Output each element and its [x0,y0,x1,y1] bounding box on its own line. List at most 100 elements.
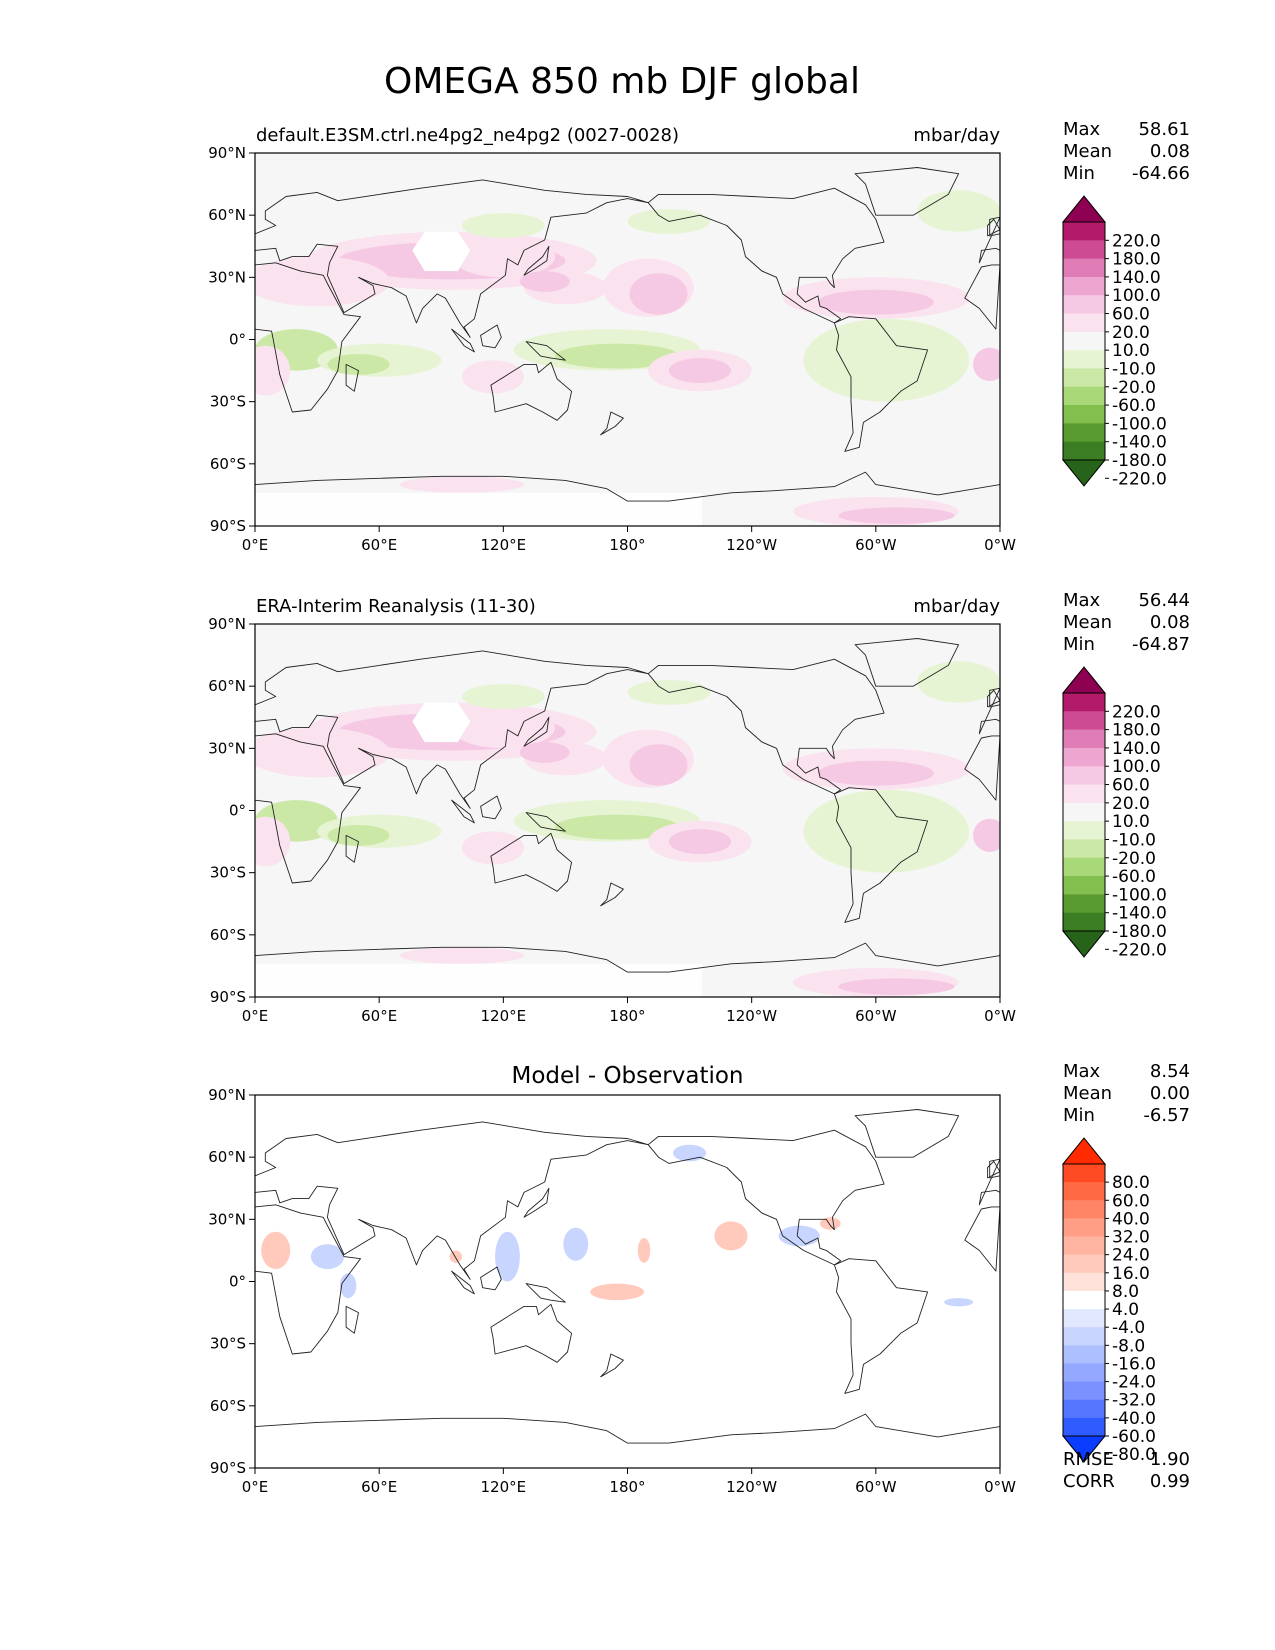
coastline-borneo [480,795,502,820]
field-region [944,1298,974,1307]
field-region [261,1231,291,1270]
colorbar-band [1063,1399,1105,1419]
stat-label: RMSE [1063,1449,1114,1470]
coastline-new-guinea [525,341,566,361]
coastline-nz [600,882,624,907]
colorbar-band [1063,1164,1105,1183]
colorbar-level-label: -220.0 [1112,940,1167,960]
colorbar-level-label: 60.0 [1112,1191,1150,1211]
panel-title: default.E3SM.ctrl.ne4pg2_ne4pg2 (0027-00… [256,125,679,146]
field-region [339,1273,357,1299]
coastline-eurasia [255,1121,649,1280]
colorbar-level-label: -180.0 [1112,451,1167,471]
y-tick-label: 0° [229,1273,246,1291]
colorbar-level-label: -60.0 [1112,396,1156,416]
coastline-antarctica [255,471,1000,526]
colorbar-level-label: -20.0 [1112,378,1156,398]
stat-value: 0.08 [1150,612,1190,633]
colorbar-band [1063,894,1105,914]
colorbar-band [1063,222,1105,241]
colorbar-level-label: 24.0 [1112,1246,1150,1266]
field-region [451,235,556,278]
colorbar-band [1063,1363,1105,1383]
colorbar-band [1063,1327,1105,1346]
panel-units: mbar/day [913,596,1000,617]
colorbar-band [1063,747,1105,767]
coastline-africa [255,262,361,413]
field-region [817,289,934,315]
colorbar-band [1063,1272,1105,1292]
field-region [819,1217,841,1230]
y-tick-label: 60°S [210,455,246,473]
field-region [399,476,525,493]
stat-value: 0.00 [1150,1083,1190,1104]
coastline-borneo [480,324,502,349]
colorbar-band [1063,729,1105,749]
coastline-africa [255,1204,361,1355]
colorbar-band [1063,857,1105,877]
field-region [778,1225,820,1247]
colorbar-band [1063,423,1105,443]
map-area [255,1095,1000,1468]
y-tick-label: 60°S [210,1397,246,1415]
stat-label: Mean [1063,141,1112,162]
coastline-africa-west [964,264,1000,330]
stat-value: -64.66 [1132,163,1190,184]
coastline-madagascar [345,1305,359,1334]
colorbar: 220.0180.0140.0100.060.020.010.0-10.0-20… [1061,195,1167,489]
field-region [973,347,1000,381]
field-region [838,978,955,995]
colorbar-level-label: 10.0 [1112,341,1150,361]
x-tick-label: 120°W [726,1478,777,1496]
colorbar-level-label: 60.0 [1112,305,1150,325]
colorbar-band [1063,350,1105,369]
stat-value: 56.44 [1138,590,1190,611]
field-region [637,1237,651,1263]
colorbar-band [1063,912,1105,932]
colorbar-level-label: 16.0 [1112,1264,1150,1284]
coastline-africa [255,733,361,884]
colorbar-level-label: 220.0 [1112,231,1161,251]
field-region [714,1221,748,1251]
y-tick-label: 90°N [208,144,246,162]
field-region [629,273,688,315]
colorbar-band [1063,258,1105,278]
stat-label: Max [1063,590,1101,611]
x-tick-label: 0°W [984,1007,1016,1025]
x-tick-label: 60°W [855,536,897,554]
coastline-madagascar [345,834,359,863]
map-area [255,624,1000,997]
x-tick-label: 120°E [481,1007,527,1025]
field-region [449,1250,462,1263]
coastline-europe-west [978,687,1000,735]
field-region [255,727,390,778]
y-tick-label: 30°N [208,739,246,757]
y-tick-label: 30°N [208,1210,246,1228]
coastline-antarctica [255,942,1000,997]
field-region [461,213,545,238]
colorbar-level-label: -10.0 [1112,359,1156,379]
field-region [461,360,525,394]
colorbar-level-label: -100.0 [1112,414,1167,434]
coastline-s-america [833,1258,929,1394]
stat-label: Mean [1063,1083,1112,1104]
panel-model: 90°N 60°N 30°N 0° 30°S 60°S 90°S0°E 60°E 120°E 18… [208,119,1190,554]
colorbar-level-label: -80.0 [1112,1445,1156,1465]
coastline-antarctica [255,1413,1000,1468]
coastline-new-guinea [525,1283,566,1303]
panel-units: mbar/day [913,125,1000,146]
colorbar-band [1063,766,1105,786]
colorbar-band [1063,240,1105,260]
x-tick-label: 0°W [984,1478,1016,1496]
stat-label: Max [1063,119,1101,140]
colorbar-band [1063,441,1105,461]
stat-label: Min [1063,163,1095,184]
missing-data-region [412,702,471,743]
y-tick-label: 90°N [208,1086,246,1104]
colorbar-level-label: -140.0 [1112,433,1167,453]
field-region [327,825,390,846]
colorbar-level-label: 32.0 [1112,1228,1150,1248]
x-tick-label: 120°E [481,1478,527,1496]
colorbar-level-label: 20.0 [1112,323,1150,343]
field-region [803,318,969,402]
